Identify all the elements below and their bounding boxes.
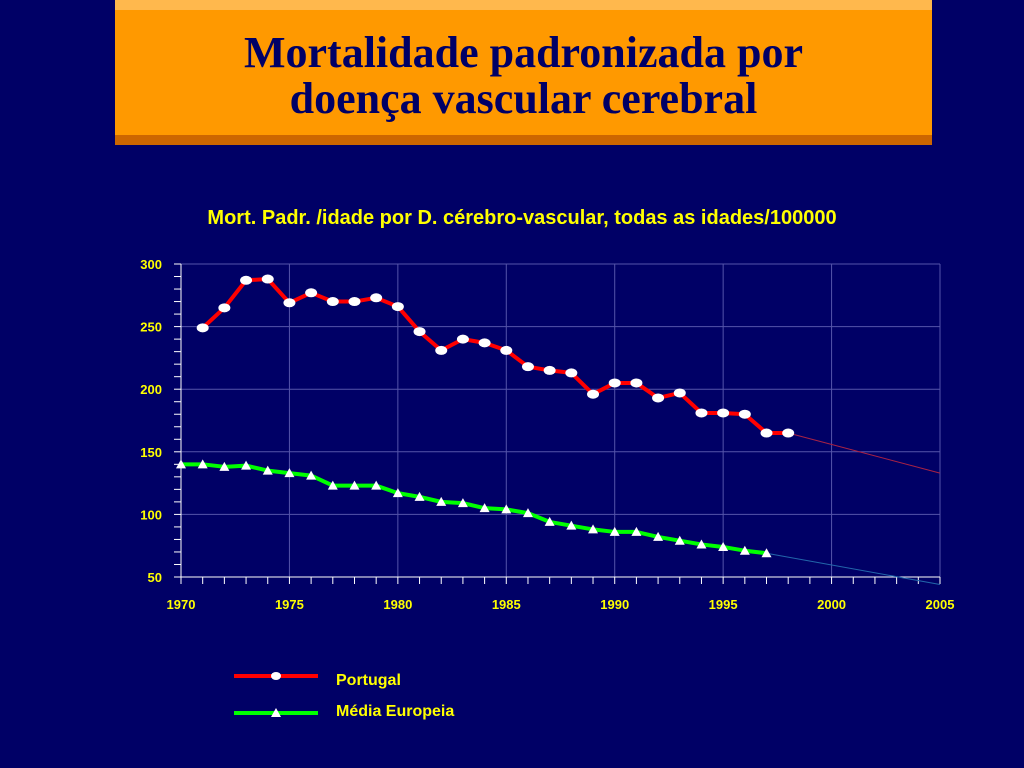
y-tick-label: 150 [140, 445, 162, 460]
data-point-portugal [565, 368, 578, 378]
data-point-europe [284, 468, 295, 478]
data-point-portugal [521, 362, 534, 372]
x-tick-label: 2005 [926, 597, 955, 612]
legend-marker-europe [271, 708, 281, 717]
data-point-europe [566, 520, 577, 530]
data-point-portugal [608, 378, 621, 388]
data-point-portugal [543, 365, 556, 375]
x-tick-label: 1975 [275, 597, 304, 612]
data-point-europe [761, 548, 772, 558]
data-point-europe [176, 459, 186, 469]
data-point-europe [327, 480, 338, 490]
chart-title: Mort. Padr. /idade por D. cérebro-vascul… [207, 207, 837, 229]
data-point-europe [631, 526, 642, 536]
data-point-europe [479, 503, 490, 513]
data-point-portugal [305, 288, 318, 298]
y-tick-label: 200 [140, 382, 162, 397]
trend-line [766, 552, 941, 586]
data-point-europe [349, 480, 360, 490]
data-point-portugal [630, 378, 643, 388]
y-tick-label: 300 [140, 257, 162, 272]
data-point-europe [262, 465, 273, 475]
data-point-portugal [240, 275, 253, 285]
y-tick-label: 250 [140, 320, 162, 335]
data-point-europe [653, 531, 664, 541]
data-point-europe [371, 480, 382, 490]
data-point-portugal [261, 274, 274, 284]
data-point-portugal [695, 408, 708, 418]
data-point-portugal [738, 409, 751, 419]
data-point-europe [739, 545, 750, 555]
data-point-portugal [478, 338, 491, 348]
data-point-europe [414, 491, 425, 501]
x-tick-label: 1980 [383, 597, 412, 612]
series-line-europe [181, 462, 767, 556]
data-point-portugal [500, 345, 513, 355]
data-point-portugal [456, 334, 469, 344]
data-point-portugal [283, 298, 296, 308]
data-point-europe [457, 498, 468, 508]
data-point-portugal [326, 297, 339, 307]
data-point-europe [544, 516, 555, 526]
data-point-europe [436, 496, 447, 506]
x-tick-label: 2000 [817, 597, 846, 612]
data-point-europe [197, 459, 208, 469]
data-point-europe [306, 470, 317, 480]
data-point-portugal [391, 302, 404, 312]
data-point-europe [522, 508, 533, 518]
data-point-europe [241, 460, 252, 470]
data-point-portugal [413, 327, 426, 337]
data-point-portugal [370, 293, 383, 303]
x-tick-label: 1985 [492, 597, 521, 612]
data-point-portugal [652, 393, 665, 403]
title-line-2: doença vascular cerebral [289, 74, 758, 123]
data-point-portugal [587, 389, 600, 399]
data-point-europe [609, 526, 620, 536]
data-point-europe [674, 535, 685, 545]
page-title: Mortalidade padronizada por doença vascu… [115, 30, 932, 122]
data-point-europe [219, 461, 230, 471]
data-point-europe [392, 488, 403, 498]
x-tick-label: 1995 [709, 597, 738, 612]
data-point-portugal [348, 297, 361, 307]
data-point-portugal [218, 303, 231, 313]
data-point-europe [718, 541, 729, 551]
data-point-portugal [673, 388, 686, 398]
y-tick-label: 100 [140, 507, 162, 522]
trend-line [788, 432, 941, 474]
y-tick-label: 50 [148, 570, 162, 585]
x-tick-label: 1990 [600, 597, 629, 612]
legend-label-portugal: Portugal [336, 672, 401, 689]
data-point-portugal [717, 408, 730, 418]
data-point-europe [501, 504, 512, 514]
series-line-portugal [201, 277, 789, 436]
data-point-portugal [435, 345, 448, 355]
legend-label-europe: Média Europeia [336, 703, 455, 720]
title-line-1: Mortalidade padronizada por [243, 28, 803, 77]
data-point-portugal [196, 323, 209, 333]
title-banner: Mortalidade padronizada por doença vascu… [115, 0, 932, 145]
legend-marker-portugal [271, 672, 281, 680]
data-point-portugal [760, 428, 773, 438]
data-point-europe [588, 524, 599, 534]
data-point-europe [696, 539, 707, 549]
x-tick-label: 1970 [167, 597, 196, 612]
data-point-portugal [782, 428, 795, 438]
